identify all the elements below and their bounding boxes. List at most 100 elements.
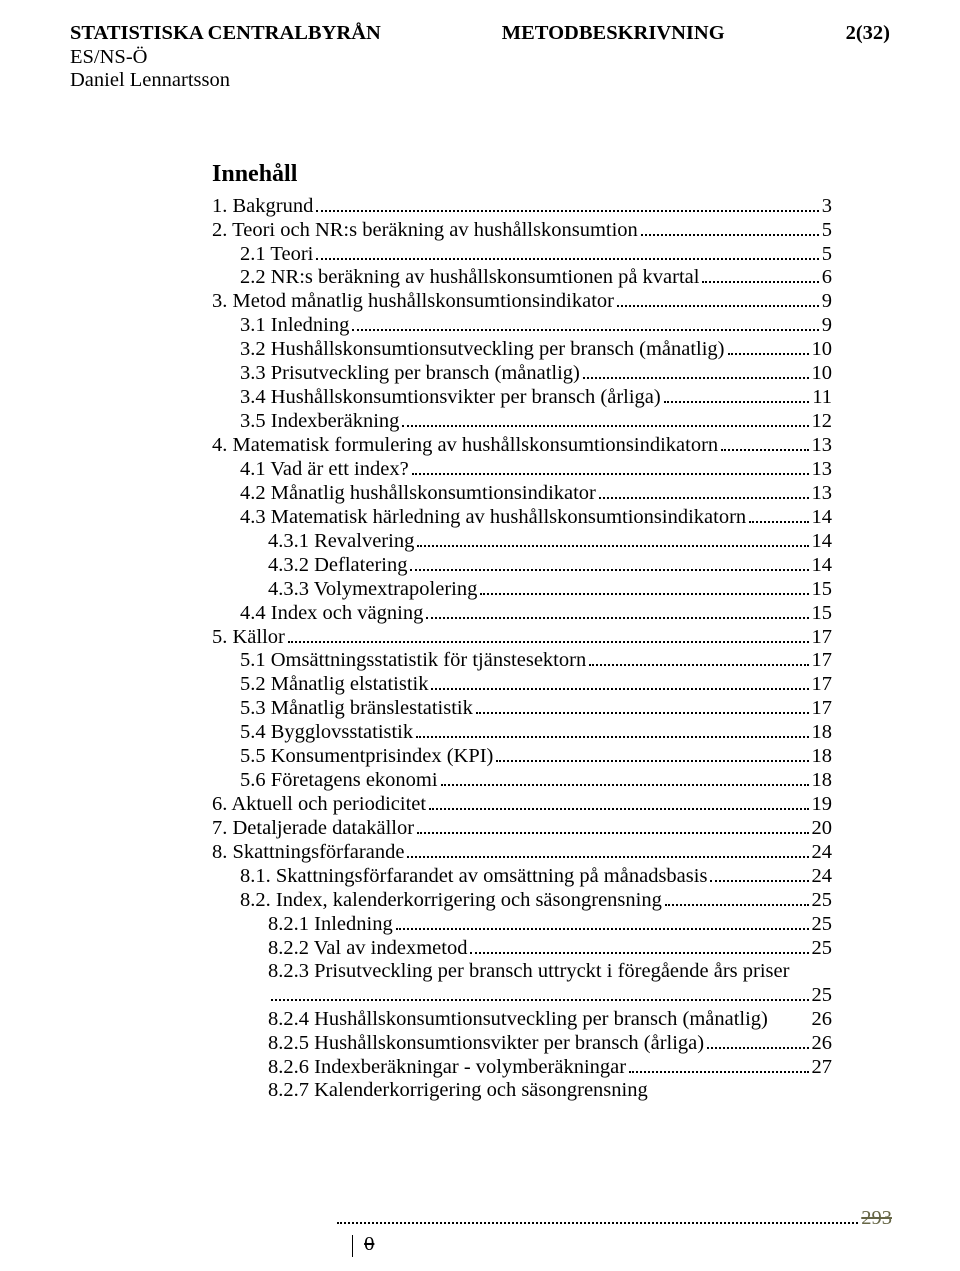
toc-entry: 8.2.3 Prisutveckling per bransch uttryck… [212,960,832,984]
toc-leader-dots [476,697,809,714]
toc-label: 3. Metod månatlig hushållskonsumtionsind… [212,290,614,314]
toc-leader-dots [410,553,808,570]
toc-label: 3.3 Prisutveckling per bransch (månatlig… [240,362,580,386]
toc-entry: 2.1 Teori5 [212,242,832,266]
footer-leader-dots [337,1207,858,1224]
toc-leader-dots [407,841,808,858]
toc-page: 11 [812,386,832,410]
toc-page: 14 [812,506,833,530]
toc-entry: 5.2 Månatlig elstatistik17 [212,673,832,697]
toc-list: 1. Bakgrund32. Teori och NR:s beräkning … [212,194,832,1103]
toc-label: 5.5 Konsumentprisindex (KPI) [240,745,493,769]
toc-entry: 3.2 Hushållskonsumtionsutveckling per br… [212,338,832,362]
toc-label: 8.2.1 Inledning [268,913,393,937]
toc-page: 6 [822,266,832,290]
toc-region: Innehåll 1. Bakgrund32. Teori och NR:s b… [212,161,832,1103]
toc-label: 5.2 Månatlig elstatistik [240,673,428,697]
toc-leader-dots [599,482,809,499]
toc-page: 20 [812,817,833,841]
toc-entry: 8.2.2 Val av indexmetod25 [212,936,832,960]
toc-page: 17 [812,697,833,721]
toc-entry: 2.2 NR:s beräkning av hushållskonsumtion… [212,266,832,290]
toc-page: 25 [812,984,833,1008]
toc-entry: 4. Matematisk formulering av hushållskon… [212,434,832,458]
toc-leader-dots [749,505,808,522]
toc-label: 4.1 Vad är ett index? [240,458,409,482]
toc-leader-dots [429,793,808,810]
toc-leader-dots [641,218,819,235]
toc-entry: 4.4 Index och vägning15 [212,601,832,625]
toc-label: 3.2 Hushållskonsumtionsutveckling per br… [240,338,725,362]
toc-label: 3.1 Inledning [240,314,349,338]
toc-label: 8. Skattningsförfarande [212,841,404,865]
toc-label: 5. Källor [212,626,285,650]
toc-entry: 3.3 Prisutveckling per bransch (månatlig… [212,362,832,386]
toc-leader-dots [629,1055,808,1072]
toc-entry: 8.2.7 Kalenderkorrigering och säsongrens… [212,1079,832,1103]
toc-label: 2.2 NR:s beräkning av hushållskonsumtion… [240,266,699,290]
toc-entry: 3.5 Indexberäkning 12 [212,410,832,434]
toc-entry: 5.1 Omsättningsstatistik för tjänstesekt… [212,649,832,673]
toc-leader-dots [480,577,808,594]
toc-label: 4.3 Matematisk härledning av hushållskon… [240,506,746,530]
toc-entry: 7. Detaljerade datakällor20 [212,817,832,841]
toc-label: 5.3 Månatlig bränslestatistik [240,697,473,721]
toc-page: 14 [812,554,833,578]
toc-entry: 5. Källor 17 [212,625,832,649]
toc-leader-dots [402,410,808,427]
toc-entry: 3. Metod månatlig hushållskonsumtionsind… [212,290,832,314]
toc-page: 17 [812,649,833,673]
toc-page: 25 [812,889,833,913]
toc-page: 9 [822,314,832,338]
toc-page: 14 [812,530,833,554]
toc-leader-dots [316,194,818,211]
toc-entry: 5.6 Företagens ekonomi18 [212,769,832,793]
toc-page: 5 [822,219,832,243]
toc-label: 6. Aktuell och periodicitet [212,793,426,817]
toc-page: 12 [812,410,833,434]
toc-entry: 8.2.1 Inledning 25 [212,912,832,936]
toc-leader-dots [271,984,809,1001]
toc-entry: 4.3.2 Deflatering14 [212,553,832,577]
toc-page: 25 [812,937,833,961]
toc-label: 8.1. Skattningsförfarandet av omsättning… [240,865,707,889]
toc-label: 1. Bakgrund [212,195,313,219]
toc-leader-dots [665,888,809,905]
toc-label: 2. Teori och NR:s beräkning av hushållsk… [212,219,638,243]
toc-title: Innehåll [212,161,832,189]
toc-entry: 8.2.6 Indexberäkningar - volymberäkninga… [212,1055,832,1079]
header-org: STATISTISKA CENTRALBYRÅN [70,22,381,46]
toc-leader-dots [352,314,818,331]
toc-page: 26 [812,1008,833,1032]
toc-leader-dots [617,290,819,307]
toc-entry: 4.3.1 Revalvering 14 [212,529,832,553]
toc-leader-dots [426,601,808,618]
toc-leader-dots [728,338,809,355]
page-header: STATISTISKA CENTRALBYRÅN METODBESKRIVNIN… [70,22,890,46]
toc-page: 25 [812,913,833,937]
header-unit: ES/NS-Ö [70,46,890,70]
toc-page: 15 [812,578,833,602]
toc-label: 8.2.6 Indexberäkningar - volymberäkninga… [268,1056,626,1080]
toc-page: 27 [812,1056,833,1080]
toc-label: 8.2. Index, kalenderkorrigering och säso… [240,889,662,913]
toc-label: 4.4 Index och vägning [240,602,423,626]
toc-label: 4.3.1 Revalvering [268,530,414,554]
footer-zero: 0 [352,1233,374,1257]
toc-page: 18 [812,721,833,745]
toc-leader-dots [589,649,808,666]
toc-leader-dots [316,242,818,259]
toc-page: 17 [812,626,833,650]
toc-page: 9 [822,290,832,314]
document-page: STATISTISKA CENTRALBYRÅN METODBESKRIVNIN… [0,0,960,1271]
toc-label: 8.2.3 Prisutveckling per bransch uttryck… [268,960,789,984]
toc-leader-dots [417,529,808,546]
toc-label: 3.4 Hushållskonsumtionsvikter per bransc… [240,386,661,410]
toc-label: 8.2.4 Hushållskonsumtionsutveckling per … [268,1008,812,1032]
toc-leader-dots [441,769,809,786]
toc-entry: 4.3.3 Volymextrapolering15 [212,577,832,601]
toc-label: 4. Matematisk formulering av hushållskon… [212,434,718,458]
toc-label: 8.2.5 Hushållskonsumtionsvikter per bran… [268,1032,704,1056]
toc-label: 3.5 Indexberäkning [240,410,399,434]
toc-page: 24 [812,841,833,865]
